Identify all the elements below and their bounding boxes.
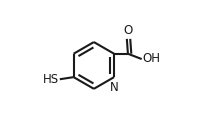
Text: HS: HS xyxy=(43,73,59,86)
Text: O: O xyxy=(123,24,133,37)
Text: OH: OH xyxy=(142,52,161,65)
Text: N: N xyxy=(110,81,119,94)
